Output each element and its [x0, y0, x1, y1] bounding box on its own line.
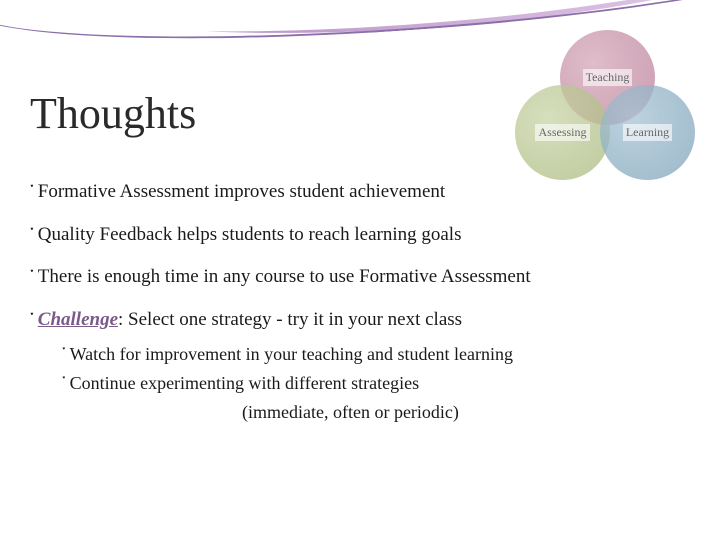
bullet-text: There is enough time in any course to us… — [38, 265, 531, 290]
bullet-glyph: ་ — [30, 265, 34, 288]
challenge-label: Challenge — [38, 309, 118, 330]
challenge-text: : Select one strategy - try it in your n… — [118, 309, 462, 330]
sub-bullet-text: Continue experimenting with different st… — [70, 372, 420, 395]
venn-label: Assessing — [535, 124, 589, 141]
venn-diagram: Teaching Assessing Learning — [515, 30, 695, 180]
venn-label: Teaching — [583, 69, 633, 86]
sub-bullet-text: Watch for improvement in your teaching a… — [70, 343, 513, 366]
bullet-glyph: ་ — [30, 180, 34, 203]
venn-label: Learning — [623, 124, 672, 141]
sub-bullet-item: ་ Watch for improvement in your teaching… — [62, 343, 690, 366]
parenthetical-text: (immediate, often or periodic) — [242, 402, 690, 423]
bullet-item: ་ There is enough time in any course to … — [30, 265, 690, 290]
bullet-text: Quality Feedback helps students to reach… — [38, 223, 462, 248]
bullet-glyph: ་ — [30, 223, 34, 246]
bullet-glyph: ་ — [62, 343, 66, 365]
bullet-glyph: ་ — [62, 372, 66, 394]
bullet-item-challenge: ་ Challenge: Select one strategy - try i… — [30, 308, 690, 333]
sub-bullet-item: ་ Continue experimenting with different … — [62, 372, 690, 395]
venn-circle-assessing: Assessing — [515, 85, 610, 180]
bullet-glyph: ་ — [30, 308, 34, 331]
slide-title: Thoughts — [30, 88, 196, 139]
bullet-item: ་ Formative Assessment improves student … — [30, 180, 690, 205]
bullet-text: Challenge: Select one strategy - try it … — [38, 308, 462, 333]
sub-bullet-list: ་ Watch for improvement in your teaching… — [62, 343, 690, 423]
venn-circle-learning: Learning — [600, 85, 695, 180]
slide-content: ་ Formative Assessment improves student … — [30, 180, 690, 423]
bullet-item: ་ Quality Feedback helps students to rea… — [30, 223, 690, 248]
bullet-text: Formative Assessment improves student ac… — [38, 180, 445, 205]
